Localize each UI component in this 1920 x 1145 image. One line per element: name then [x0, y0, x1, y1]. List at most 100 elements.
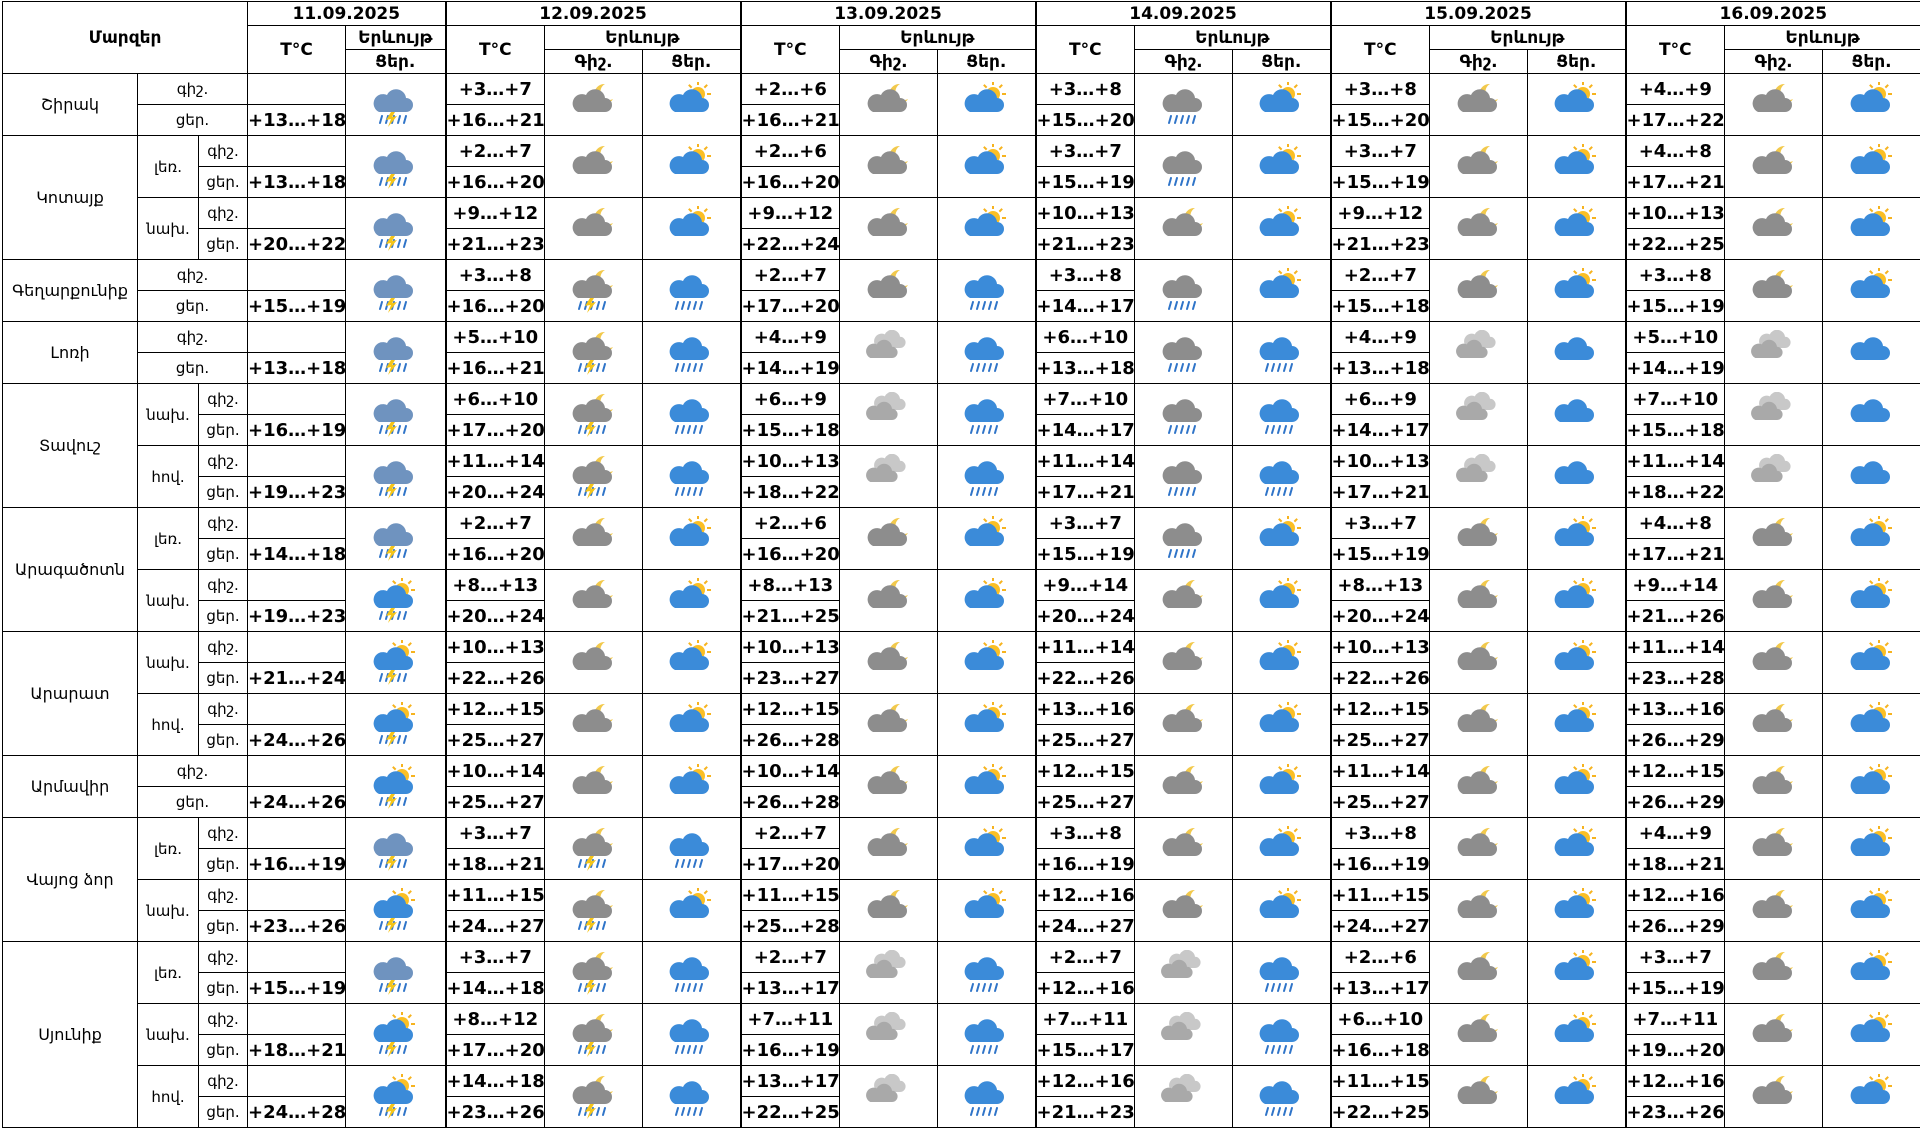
icon-cell: [1429, 631, 1529, 694]
temperature-night: +10…+13: [1329, 445, 1431, 477]
temperature-day: +18…+21: [444, 848, 546, 880]
zone-name: հով.: [137, 693, 199, 756]
table-row: Լոռի գիշ. +5…+10 +4…+9 +6…+10 +4…+9 +5…+10: [2, 321, 1920, 384]
header-phenomenon: Երևույթ: [345, 25, 447, 50]
icon-cell: [1822, 445, 1920, 508]
header-day: Ցեր.: [937, 49, 1037, 74]
temperature-night: +11…+14: [1034, 445, 1136, 477]
table-row: ցեր. +13…+18 +16…+21 +16…+21 +15…+20 +15…+20 +…: [3, 104, 1920, 136]
icon-cell: [1134, 445, 1234, 508]
icon-cell: [1527, 693, 1627, 756]
temperature-day: +26…+28: [739, 724, 841, 756]
temperature-night: +2…+7: [1034, 941, 1136, 973]
weather-icon: [964, 143, 1007, 174]
icon-cell: [1429, 321, 1529, 384]
temperature-night: +2…+6: [1329, 941, 1431, 973]
weather-icon: [1457, 145, 1498, 174]
icon-cell: [544, 383, 644, 446]
weather-icon: [1259, 1018, 1300, 1054]
icon-cell: [839, 693, 939, 756]
temperature-night: +6…+9: [739, 383, 841, 415]
temperature-day: +15…+17: [1034, 1034, 1136, 1066]
icon-cell: [1822, 259, 1920, 322]
weather-icon: [1750, 453, 1791, 482]
region-name: Արմավիր: [2, 755, 138, 818]
weather-icon: [1554, 205, 1597, 236]
weather-icon: [1554, 949, 1597, 980]
empty-cell: [247, 693, 347, 725]
temperature-night: +10…+13: [1329, 631, 1431, 663]
temperature-day: +16…+20: [444, 166, 546, 198]
row-label-night: գիշ.: [197, 879, 249, 911]
header-night: Գիշ.: [544, 49, 644, 74]
temperature-day: +20…+24: [1329, 600, 1431, 632]
weather-icon: [867, 579, 908, 608]
weather-icon: [1162, 765, 1203, 794]
temperature-night: +3…+7: [1329, 507, 1431, 539]
weather-icon: [373, 398, 414, 437]
table-row: Մարզեր 11.09.2025 12.09.2025 13.09.2025 14.0…: [1, 1, 1920, 74]
icon-cell: [544, 321, 644, 384]
temperature-night: +3…+8: [1624, 259, 1726, 291]
icon-cell: [345, 445, 447, 508]
header-day: Ցեր.: [1527, 49, 1627, 74]
temperature-day: +22…+25: [1624, 228, 1726, 260]
icon-cell: [1527, 631, 1627, 694]
row-label-day: ցեր.: [197, 414, 249, 446]
icon-cell: [1134, 569, 1234, 632]
empty-cell: [247, 941, 347, 973]
icon-cell: [1232, 383, 1332, 446]
weather-icon: [669, 956, 710, 992]
temperature-day: +24…+26: [247, 724, 347, 756]
temperature-day: +21…+24: [247, 662, 347, 694]
temperature-night: +3…+7: [1034, 135, 1136, 167]
temperature-day: +24…+27: [1329, 910, 1431, 942]
icon-cell: [1232, 73, 1332, 136]
temperature-night: +2…+6: [739, 135, 841, 167]
icon-cell: [642, 321, 742, 384]
icon-cell: [1134, 73, 1234, 136]
icon-cell: [1134, 755, 1234, 818]
header-night: Գիշ.: [1724, 49, 1824, 74]
empty-cell: [247, 755, 347, 787]
icon-cell: [544, 1065, 644, 1128]
header-date: 14.09.2025: [1034, 1, 1332, 26]
weather-icon: [669, 515, 712, 546]
weather-icon: [964, 515, 1007, 546]
table-row: Գեղարքունիք գիշ. +3…+8 +2…+7 +3…+8 +2…+7 +3…+8: [2, 259, 1920, 322]
weather-icon: [964, 205, 1007, 236]
temperature-day: +13…+18: [1034, 352, 1136, 384]
icon-cell: [937, 383, 1037, 446]
icon-cell: [839, 817, 939, 880]
weather-icon: [572, 455, 613, 499]
temperature-day: +20…+24: [1034, 600, 1136, 632]
weather-icon: [964, 460, 1005, 496]
icon-cell: [1527, 259, 1627, 322]
weather-icon: [572, 889, 613, 933]
temperature-night: +4…+8: [1624, 135, 1726, 167]
weather-icon: [373, 887, 416, 933]
header-temperature: T°C: [739, 25, 841, 74]
temperature-night: +3…+7: [1329, 135, 1431, 167]
table-row: Արագածոտն լեռ. գիշ. +2…+7 +2…+6 +3…+7 +3…+7 +4……: [2, 507, 1920, 632]
weather-icon: [1259, 887, 1302, 918]
icon-cell: [839, 1003, 939, 1066]
icon-cell: [345, 135, 447, 198]
temperature-night: +10…+14: [739, 755, 841, 787]
weather-icon: [669, 763, 712, 794]
empty-cell: [247, 135, 347, 167]
header-date: 11.09.2025: [247, 1, 447, 26]
temperature-day: +17…+20: [739, 290, 841, 322]
icon-cell: [1134, 197, 1234, 260]
temperature-night: +12…+16: [1034, 879, 1136, 911]
weather-icon: [1457, 827, 1498, 856]
weather-icon: [1850, 701, 1892, 732]
icon-cell: [1822, 321, 1920, 384]
weather-icon: [1162, 703, 1203, 732]
zone-name: նախ.: [137, 879, 199, 942]
temperature-day: +19…+23: [247, 600, 347, 632]
row-label-night: գիշ.: [197, 631, 249, 663]
temperature-day: +15…+20: [1329, 104, 1431, 136]
weather-icon: [572, 145, 613, 174]
temperature-day: +13…+17: [1329, 972, 1431, 1004]
